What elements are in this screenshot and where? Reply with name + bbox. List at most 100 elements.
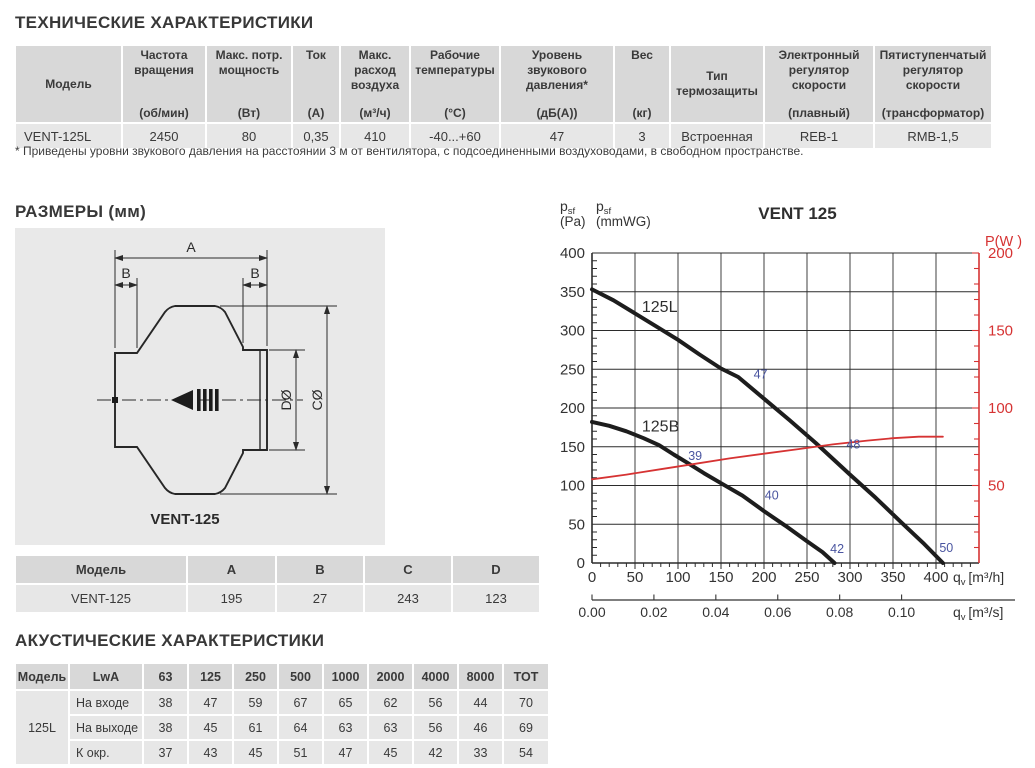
tech-value-cell: REB-1 (765, 124, 873, 148)
dim-value-cell: VENT-125 (16, 585, 186, 612)
acoustic-value-cell: 63 (369, 716, 412, 739)
y-axis-tick-label: 150 (560, 439, 585, 456)
acoustic-value-cell: 63 (324, 716, 367, 739)
point-label: 42 (830, 542, 844, 556)
table-row: VENT-125L 2450 80 0,35 410 -40...+60 47 3 Встрое… (16, 124, 991, 148)
acoustic-row-label: На выходе (70, 716, 142, 739)
tech-value-cell: Встроенная (671, 124, 763, 148)
acoustic-value-cell: 59 (234, 691, 277, 714)
acoustic-value-cell: 65 (324, 691, 367, 714)
acoustic-row-label: На входе (70, 691, 142, 714)
acoustic-header-cell: 1000 (324, 664, 367, 689)
section-title-dimensions: РАЗМЕРЫ (мм) (15, 202, 147, 221)
x-axis-tick-label: 400 (923, 569, 948, 586)
y-axis-tick-label: 0 (577, 555, 585, 572)
acoustic-header-cell: 500 (279, 664, 322, 689)
table-row: На выходе 38 45 61 64 63 63 56 46 69 (16, 716, 548, 739)
acoustic-value-cell: 62 (369, 691, 412, 714)
series-125B (590, 419, 837, 565)
right-axis-tick-label: 200 (988, 245, 1013, 262)
dim-value-cell: 243 (365, 585, 451, 612)
series-125L (590, 287, 945, 565)
diagram-caption: VENT-125 (150, 511, 219, 528)
tech-header-cell: Пятиступенчатый регулятор скорости (транс… (875, 46, 991, 122)
series-label: 125B (642, 418, 679, 435)
x2-axis-tick-label: 0.06 (764, 604, 791, 620)
y-axis-tick-label: 300 (560, 323, 585, 340)
dimension-lines (114, 250, 337, 495)
tech-value-cell: VENT-125L (16, 124, 121, 148)
acoustic-header-cell: LwA (70, 664, 142, 689)
section-title-acoustics: АКУСТИЧЕСКИЕ ХАРАКТЕРИСТИКИ (15, 631, 325, 650)
point-label: 48 (846, 437, 860, 451)
axis-title: psf (560, 198, 576, 217)
dim-value-cell: 123 (453, 585, 539, 612)
right-axis-tick-label: 50 (988, 478, 1005, 495)
right-axis-tick-label: 100 (988, 400, 1013, 417)
tech-value-cell: 0,35 (293, 124, 339, 148)
table-row: К окр. 37 43 45 51 47 45 42 33 54 (16, 741, 548, 764)
axis-title-unit: (mmWG) (596, 214, 651, 229)
section-title-tech: ТЕХНИЧЕСКИЕ ХАРАКТЕРИСТИКИ (15, 13, 314, 32)
acoustic-value-cell: 56 (414, 716, 457, 739)
x-axis-tick-label: 100 (665, 569, 690, 586)
x2-axis-tick-label: 0.02 (640, 604, 667, 620)
x-axis-tick-label: 250 (794, 569, 819, 586)
acoustic-header-cell: 63 (144, 664, 187, 689)
acoustic-value-cell: 69 (504, 716, 548, 739)
dim-value-cell: 195 (188, 585, 275, 612)
tech-header-cell: Частота вращения (об/мин) (123, 46, 205, 122)
acoustic-value-cell: 45 (369, 741, 412, 764)
x-axis-tick-label: 300 (837, 569, 862, 586)
x2-axis-tick-label: 0.10 (888, 604, 915, 620)
dim-label-d: DØ (278, 389, 294, 410)
acoustic-value-cell: 70 (504, 691, 548, 714)
tech-value-cell: -40...+60 (411, 124, 499, 148)
acoustic-value-cell: 38 (144, 716, 187, 739)
acoustic-header-cell: 2000 (369, 664, 412, 689)
acoustic-value-cell: 38 (144, 691, 187, 714)
x-axis-tick-label: 200 (751, 569, 776, 586)
axis-title-unit: (Pa) (560, 214, 586, 229)
tech-value-cell: 80 (207, 124, 291, 148)
dimensions-table: Модель A B C D VENT-125 195 27 243 123 (14, 554, 541, 614)
axis-title: qv [m³/s] (953, 604, 1003, 623)
dim-header-cell: D (453, 556, 539, 583)
dim-header-cell: Модель (16, 556, 186, 583)
table-row: 125L На входе 38 47 59 67 65 62 56 44 70 (16, 691, 548, 764)
point-label: 47 (754, 368, 768, 382)
table-row: VENT-125 195 27 243 123 (16, 585, 539, 612)
acoustic-header-cell: 125 (189, 664, 232, 689)
point-label: 50 (939, 541, 953, 555)
acoustic-row-label: К окр. (70, 741, 142, 764)
acoustic-value-cell: 54 (504, 741, 548, 764)
tech-value-cell: 47 (501, 124, 613, 148)
tech-header-cell: Макс. расход воздуха (м³/ч) (341, 46, 409, 122)
performance-chart: 0 50 100 150 200 250 300 350 400 0 50 100 150 200 250 3… (540, 195, 1035, 640)
point-label: 40 (765, 488, 779, 502)
chart-title: VENT 125 (758, 204, 836, 223)
dim-label-a: A (186, 239, 196, 255)
acoustic-value-cell: 51 (279, 741, 322, 764)
acoustic-value-cell: 64 (279, 716, 322, 739)
tech-value-cell: RMB-1,5 (875, 124, 991, 148)
dim-label-c: CØ (309, 389, 325, 410)
y-axis-tick-label: 50 (568, 516, 585, 533)
axis-title: qv [m³/h] (953, 569, 1004, 588)
tech-specs-table: Модель Частота вращения (об/мин) Макс. потр… (14, 44, 993, 150)
acoustic-header-cell: 250 (234, 664, 277, 689)
right-axis-tick-label: 150 (988, 323, 1013, 340)
acoustic-header-cell: 4000 (414, 664, 457, 689)
dim-header-cell: B (277, 556, 363, 583)
acoustic-value-cell: 46 (459, 716, 502, 739)
dim-label-b-right: B (250, 265, 259, 281)
x2-axis-tick-label: 0.00 (578, 604, 605, 620)
x-axis-tick-label: 150 (708, 569, 733, 586)
tech-value-cell: 410 (341, 124, 409, 148)
series-label: 125L (642, 299, 678, 316)
airflow-arrow-icon (171, 389, 219, 411)
tech-value-cell: 3 (615, 124, 669, 148)
acoustic-value-cell: 47 (189, 691, 232, 714)
series-P(W) (591, 435, 944, 481)
